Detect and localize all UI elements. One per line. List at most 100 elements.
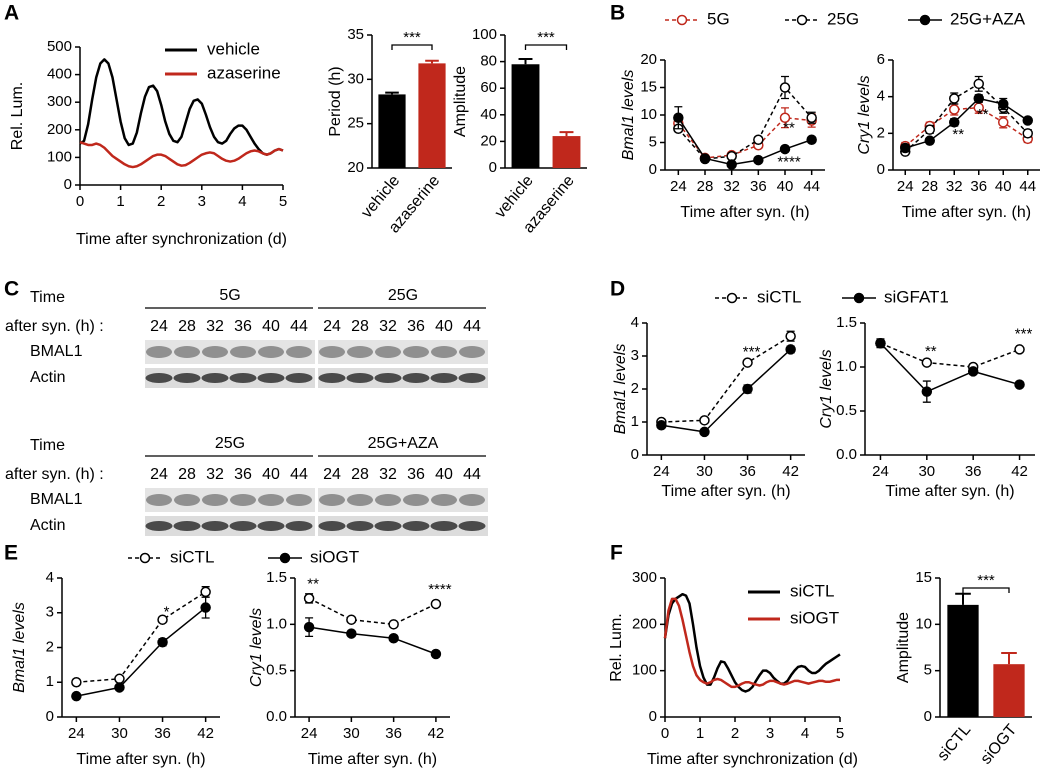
- blot-band: [403, 494, 429, 506]
- blot-band: [202, 494, 228, 506]
- significance: ***: [977, 572, 995, 589]
- marker: [200, 602, 211, 613]
- marker: [699, 153, 711, 164]
- y-tick-label: 20: [480, 132, 497, 149]
- marker: [430, 598, 442, 610]
- y-axis-label: Amplitude: [452, 66, 469, 137]
- y-tick-label: 3: [46, 604, 54, 621]
- blot-lane-time: 32: [379, 318, 397, 335]
- x-tick-label: 4: [238, 193, 246, 210]
- y-tick-label: 40: [480, 106, 497, 123]
- blot-lane-time: 40: [262, 318, 280, 335]
- significance-bracket: [391, 44, 433, 50]
- blot-band: [402, 521, 430, 531]
- marker: [998, 98, 1009, 110]
- blot-row-label: BMAL1: [30, 491, 83, 508]
- blot-band: [202, 346, 228, 358]
- blot-time-sub-label: after syn. (h) :: [5, 318, 104, 335]
- x-tick-label: siCTL: [934, 721, 974, 764]
- marker: [806, 112, 817, 123]
- x-tick-label: 40: [995, 178, 1012, 195]
- blot-band: [431, 346, 457, 358]
- y-axis-label: Rel. Lum.: [9, 82, 26, 150]
- marker: [388, 619, 399, 630]
- y-axis-label: Cry1 levels: [248, 608, 265, 687]
- y-axis-label: Amplitude: [895, 612, 912, 683]
- marker: [346, 628, 357, 639]
- series-line: [663, 592, 841, 693]
- blot-condition: 25G: [388, 287, 418, 304]
- panel-label: E: [4, 542, 18, 565]
- x-tick-label: 24: [68, 725, 85, 742]
- legend-label: siOGT: [310, 547, 359, 566]
- y-tick-label: 500: [47, 38, 72, 55]
- blot-row-label: Actin: [30, 517, 66, 534]
- legend-marker: [279, 552, 291, 564]
- y-tick-label: 200: [47, 121, 72, 138]
- blot-lane-time: 32: [379, 466, 397, 483]
- blot-band: [319, 346, 345, 358]
- y-axis-label: Period (h): [327, 66, 344, 136]
- y-tick-label: 60: [480, 79, 497, 96]
- error-bar: [385, 91, 399, 95]
- blot-band: [173, 521, 201, 531]
- blot-lane-time: 36: [407, 466, 425, 483]
- x-axis-label: Time after syn. (h): [308, 751, 437, 768]
- legend-label: 25G: [827, 9, 859, 28]
- blot-band: [346, 373, 374, 383]
- significance-bracket: [524, 44, 568, 50]
- y-tick-label: 25: [347, 115, 364, 132]
- series-line: [308, 626, 437, 655]
- marker: [967, 366, 979, 377]
- marker: [806, 134, 817, 145]
- blot-band: [201, 521, 229, 531]
- blot-band: [146, 346, 172, 358]
- x-tick-label: 3: [766, 725, 774, 742]
- marker: [673, 112, 684, 123]
- blot-lane-time: 24: [323, 318, 341, 335]
- x-tick-label: 0: [661, 725, 669, 742]
- marker: [114, 673, 125, 685]
- y-tick-label: 0: [489, 159, 497, 176]
- blot-band: [174, 494, 200, 506]
- blot-band: [458, 373, 486, 383]
- marker: [656, 420, 667, 431]
- x-axis-label: Time after synchronization (d): [647, 751, 858, 768]
- annotation: ****: [428, 581, 452, 598]
- annotation: ***: [1015, 325, 1033, 342]
- blot-lane-time: 36: [234, 318, 252, 335]
- y-tick-label: 0: [46, 708, 54, 725]
- y-tick-label: 0: [924, 708, 932, 725]
- bar: [993, 664, 1025, 717]
- y-tick-label: 0.0: [836, 446, 857, 463]
- x-tick-label: 30: [918, 463, 935, 480]
- marker: [921, 386, 933, 397]
- blot-band: [257, 521, 285, 531]
- x-tick-label: 32: [723, 178, 740, 195]
- marker: [949, 104, 960, 115]
- x-tick-label: 40: [777, 178, 794, 195]
- x-tick-label: 24: [301, 725, 318, 742]
- y-tick-label: 10: [915, 615, 932, 632]
- blot-lane-time: 40: [435, 318, 453, 335]
- y-tick-label: 100: [472, 26, 497, 43]
- blot-lane-time: 32: [206, 466, 224, 483]
- blot-lane-time: 44: [463, 466, 481, 483]
- error-bar: [425, 59, 439, 64]
- y-tick-label: 5: [649, 133, 657, 150]
- y-tick-label: 400: [47, 66, 72, 83]
- blot-lane-time: 32: [206, 318, 224, 335]
- error-bar: [559, 131, 574, 137]
- error-bar: [518, 57, 533, 65]
- marker: [875, 337, 886, 349]
- x-tick-label: 32: [946, 178, 963, 195]
- blot-band: [145, 521, 173, 531]
- panel-label: A: [4, 2, 19, 25]
- x-tick-label: 44: [803, 178, 820, 195]
- bar: [947, 604, 979, 717]
- blot-lane-time: 24: [150, 466, 168, 483]
- significance-bracket: [962, 587, 1010, 593]
- y-tick-label: 0: [64, 176, 72, 193]
- annotation: **: [307, 575, 319, 592]
- y-axis-label: Bmal1 levels: [11, 602, 28, 693]
